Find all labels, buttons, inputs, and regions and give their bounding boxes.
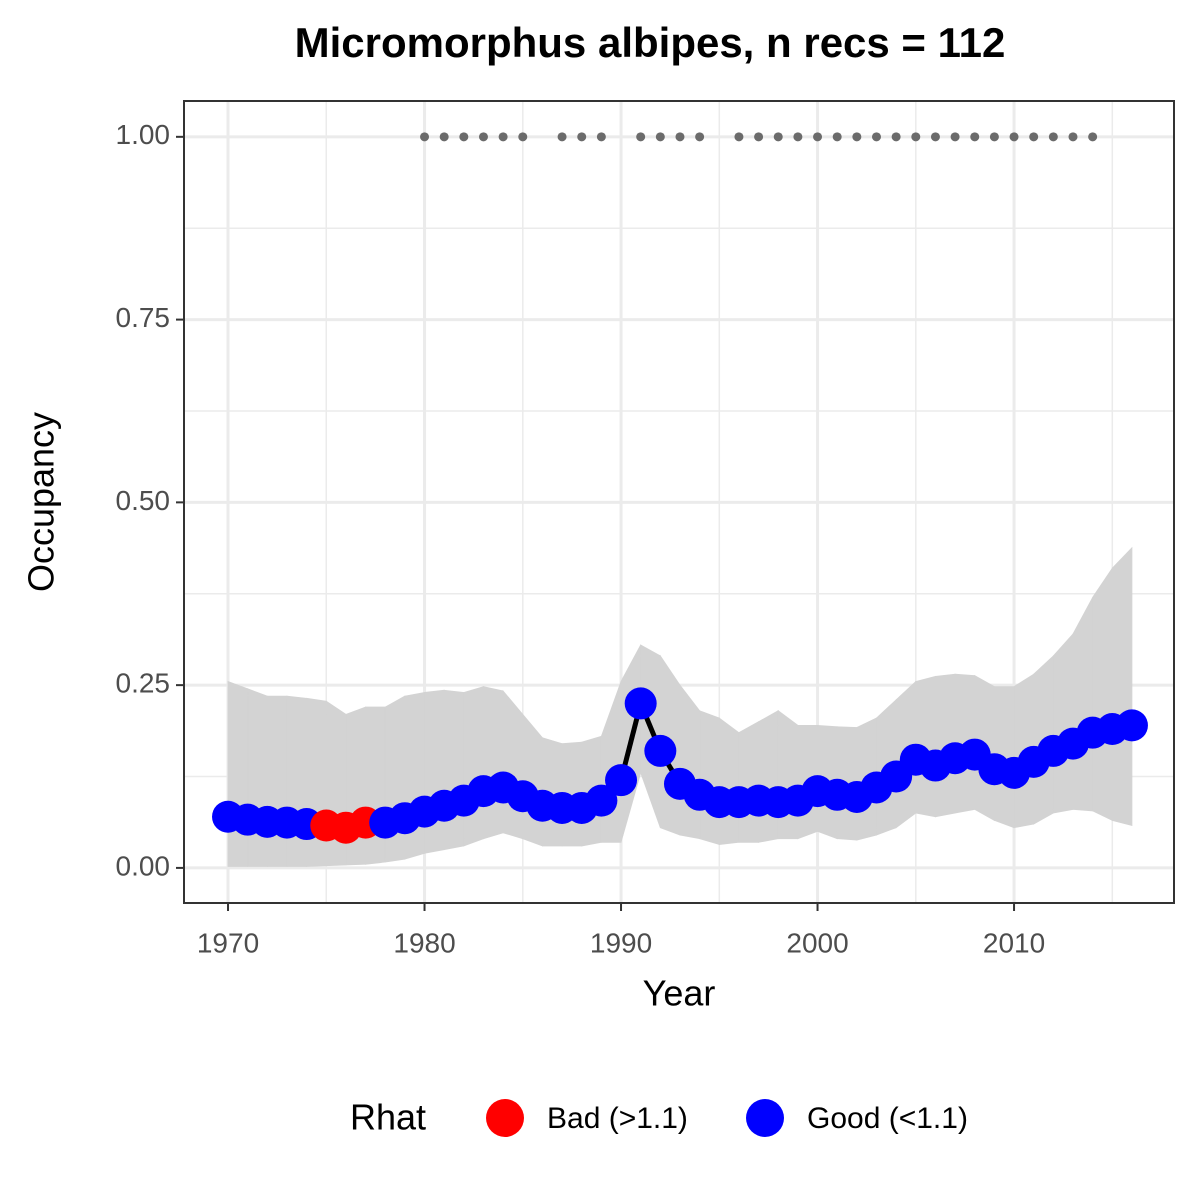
confidence-band [443,689,465,851]
legend-title: Rhat [350,1097,426,1138]
confidence-band [404,691,425,860]
y-tick-label: 0.25 [116,668,171,699]
confidence-band [699,710,720,846]
point [585,784,618,817]
confidence-band [424,689,445,854]
record-dot [459,132,469,142]
y-axis-label: Occupancy [21,412,62,592]
confidence-band [600,681,622,843]
record-dot [734,132,744,142]
confidence-band [247,688,268,867]
confidence-band [679,683,701,840]
record-dot [498,132,508,142]
confidence-band [718,717,740,845]
record-dot [577,132,587,142]
x-axis-label: Year [643,973,716,1014]
record-dot [655,132,665,142]
y-tick-label: 0.50 [116,485,171,516]
record-dot [420,132,430,142]
confidence-band [266,695,288,867]
confidence-band [502,689,524,840]
x-tick-label: 2000 [786,927,848,958]
record-dot [439,132,449,142]
confidence-band [227,680,249,867]
record-dot [1068,132,1078,142]
record-dot [675,132,685,142]
x-tick-label: 1990 [590,927,652,958]
record-dot [852,132,862,142]
chart-title: Micromorphus albipes, n recs = 112 [295,19,1006,66]
legend-swatch [486,1099,524,1137]
record-dot [754,132,764,142]
point [605,764,638,797]
confidence-band [758,710,779,843]
record-dot [695,132,705,142]
x-tick-label: 1980 [393,927,455,958]
record-dot [970,132,980,142]
record-dot [1029,132,1039,142]
record-dot [478,132,488,142]
record-dot [773,132,783,142]
record-dot [793,132,803,142]
point [624,687,657,720]
x-tick-label: 1970 [197,927,259,958]
legend-label: Good (<1.1) [807,1102,968,1135]
record-dot [518,132,528,142]
record-dot [596,132,606,142]
confidence-band [483,686,504,840]
record-dot [950,132,960,142]
legend-swatch [746,1099,784,1137]
record-dot [1088,132,1098,142]
confidence-band [1052,632,1074,814]
confidence-band [777,709,799,840]
confidence-band [463,686,484,847]
record-dot [636,132,646,142]
confidence-band [365,706,386,865]
record-dot [891,132,901,142]
confidence-band [522,713,543,847]
confidence-band [1111,546,1133,827]
record-dot [1048,132,1058,142]
y-tick-label: 0.00 [116,850,171,881]
y-tick-label: 0.75 [116,302,171,333]
record-dot [832,132,842,142]
record-dot [1009,132,1019,142]
confidence-band [286,695,308,867]
y-tick-label: 1.00 [116,119,171,150]
legend-label: Bad (>1.1) [547,1102,688,1135]
panel-border [183,100,1175,904]
record-dot [989,132,999,142]
confidence-band [1072,597,1094,812]
record-dot [911,132,921,142]
confidence-band [1092,566,1113,822]
x-tick-label: 2010 [983,927,1045,958]
record-dot [930,132,940,142]
record-dot [557,132,567,142]
confidence-band [738,721,759,843]
point [644,734,677,767]
point [1115,709,1148,742]
record-dot [813,132,823,142]
record-dot [871,132,881,142]
